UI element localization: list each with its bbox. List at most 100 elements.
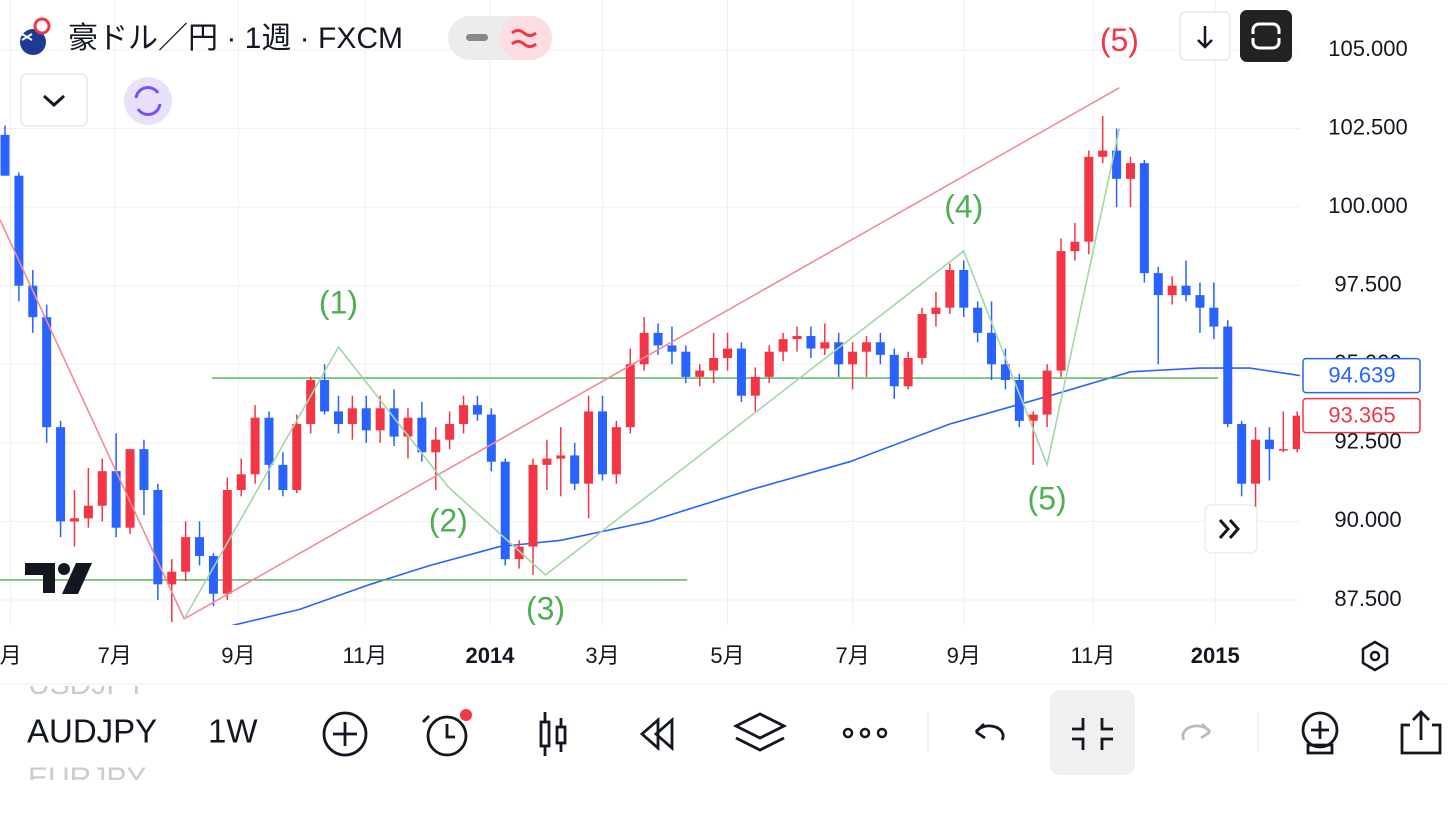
redo-button[interactable] — [1181, 723, 1212, 741]
scroll-right-button[interactable] — [1204, 504, 1258, 554]
x-tick-label: 9月 — [947, 643, 981, 668]
x-tick-label: 5月 — [710, 643, 744, 668]
candle-body — [1223, 326, 1233, 425]
interval[interactable]: 1W — [208, 713, 258, 750]
fullscreen-gap — [1250, 34, 1282, 38]
candle-body — [667, 345, 677, 352]
flag-badge — [33, 17, 51, 35]
dropdown-button[interactable] — [20, 73, 88, 127]
candle-body — [584, 411, 594, 484]
alert-add-button[interactable] — [1301, 711, 1339, 755]
candle-body — [250, 417, 260, 475]
candle-body — [987, 332, 997, 365]
candle-body — [1056, 251, 1066, 371]
replay-button[interactable] — [639, 716, 674, 752]
candle-body — [931, 307, 941, 314]
alarm-button[interactable] — [423, 716, 466, 757]
candle-body — [236, 474, 246, 491]
candle-body — [1153, 273, 1163, 296]
wave-label: (5) — [1100, 22, 1139, 58]
candle-body — [333, 411, 343, 425]
flag-icon — [20, 29, 46, 55]
moving-average — [230, 367, 1300, 625]
candle-body — [1181, 285, 1191, 296]
candle-body — [875, 342, 885, 355]
candle-body — [653, 332, 663, 346]
candle-body — [139, 449, 149, 491]
candle-body — [264, 417, 274, 465]
candle-body — [709, 357, 719, 371]
candle-body — [14, 175, 24, 286]
x-tick-label: 2015 — [1191, 643, 1240, 668]
add-button[interactable] — [322, 711, 368, 757]
y-tick-label: 87.500 — [1334, 586, 1401, 611]
y-tick-label: 102.500 — [1328, 114, 1408, 139]
double-chevron-icon — [1218, 519, 1241, 539]
sync-icon — [134, 86, 162, 116]
candle-body — [278, 464, 288, 491]
candle-body — [625, 364, 635, 428]
candle-body — [695, 370, 705, 377]
sync-button[interactable] — [124, 77, 172, 125]
candle-body — [959, 269, 969, 308]
wave-label: (5) — [1028, 480, 1067, 516]
candle-body — [570, 455, 580, 484]
more-button[interactable] — [842, 727, 888, 739]
candle-body — [389, 408, 399, 437]
wave-label: (3) — [526, 590, 565, 626]
layers-button[interactable] — [732, 712, 788, 752]
candle-body — [1251, 439, 1261, 484]
toolbar: USDJPY EURJPY AUDJPY 1W — [0, 683, 1448, 780]
candle-body — [889, 354, 899, 387]
candle-body — [1014, 379, 1024, 421]
candle-body — [1084, 156, 1094, 242]
approx-icon — [511, 29, 537, 48]
arrow-icon — [1197, 26, 1213, 49]
candle-body — [514, 546, 524, 560]
candle-body — [1112, 150, 1122, 179]
candle-body — [1292, 415, 1300, 450]
symbol[interactable]: AUDJPY — [27, 713, 157, 750]
wave-label: (2) — [429, 502, 468, 538]
candle-body — [361, 408, 371, 431]
candle-body — [1098, 150, 1108, 157]
alarm-badge — [460, 709, 472, 721]
candle-body — [431, 439, 441, 453]
compress-button[interactable] — [1050, 690, 1135, 775]
candle-body — [556, 455, 566, 459]
candle-body — [375, 408, 385, 431]
candle-body — [1264, 439, 1274, 450]
share-button[interactable] — [1400, 710, 1442, 755]
candle-body — [111, 471, 121, 528]
y-tick-label: 100.000 — [1328, 193, 1408, 218]
candle-body — [723, 348, 733, 358]
candle-button[interactable] — [539, 712, 567, 756]
undo-button[interactable] — [974, 723, 1005, 741]
x-tick-label: 月 — [0, 643, 22, 668]
candle-body — [472, 405, 482, 415]
candle-body — [1139, 163, 1149, 274]
price-tag — [1302, 357, 1421, 394]
settings-icon[interactable] — [1361, 640, 1389, 672]
candle-body — [820, 342, 830, 349]
candle-body — [834, 342, 844, 365]
toggle-active[interactable] — [500, 16, 552, 60]
y-tick-label: 97.500 — [1334, 272, 1401, 297]
wave-line — [183, 128, 1121, 620]
x-tick-label: 7月 — [835, 643, 869, 668]
candle-body — [778, 339, 788, 352]
compress-icon — [1072, 718, 1113, 750]
candle-body — [848, 351, 858, 365]
x-tick-label: 11月 — [1071, 643, 1116, 668]
candle-body — [973, 307, 983, 333]
candle-body — [347, 408, 357, 425]
price-tag-label: 94.639 — [1328, 362, 1395, 387]
candle-body — [403, 417, 413, 437]
symbol-wheel: USDJPY EURJPY — [28, 686, 146, 780]
candle-body — [681, 351, 691, 377]
candle-body — [1125, 163, 1135, 179]
candle-body — [528, 464, 538, 547]
candle-body — [125, 449, 135, 528]
candle-body — [1278, 449, 1288, 451]
